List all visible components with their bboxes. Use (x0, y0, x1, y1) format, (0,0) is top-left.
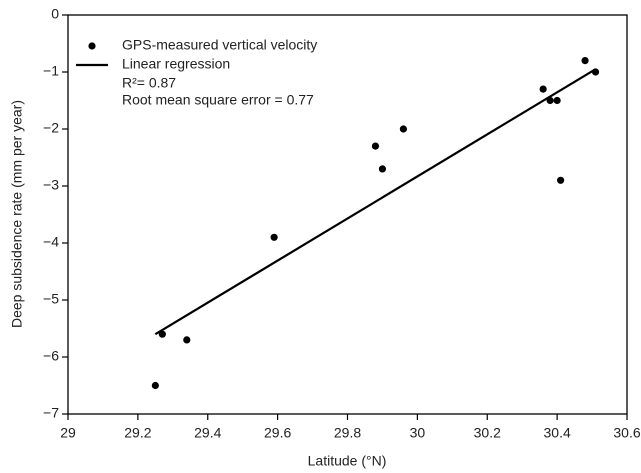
annotation: Root mean square error = 0.77 (122, 92, 314, 108)
y-tick-label: −7 (43, 405, 59, 421)
y-tick-label: −6 (43, 348, 59, 364)
data-point (158, 330, 166, 338)
y-tick-label: −3 (43, 177, 59, 193)
x-tick-label: 30 (410, 425, 426, 441)
y-tick-label: 0 (51, 6, 59, 22)
legend-label: Linear regression (122, 56, 230, 72)
data-point (399, 125, 407, 133)
data-point (581, 57, 589, 65)
y-tick-label: −5 (43, 291, 59, 307)
x-tick-label: 29.8 (334, 425, 361, 441)
data-point (378, 165, 387, 173)
y-axis-label: Deep subsidence rate (mm per year) (9, 100, 25, 328)
x-axis-label: Latitude (°N) (308, 453, 387, 469)
y-tick-label: −4 (43, 234, 59, 250)
x-tick-label: 29.4 (194, 425, 221, 441)
data-point (151, 381, 159, 390)
x-tick-label: 29.2 (124, 425, 151, 441)
data-point (183, 336, 191, 344)
data-point (553, 96, 561, 105)
x-tick-label: 30.4 (544, 425, 571, 441)
x-tick-label: 30.2 (474, 425, 501, 441)
x-tick-label: 30.6 (613, 425, 640, 441)
data-point (557, 176, 565, 184)
y-tick-label: −2 (43, 120, 59, 136)
legend-label: GPS-measured vertical velocity (122, 37, 317, 53)
legend-marker (88, 42, 96, 50)
annotation: R²= 0.87 (122, 75, 176, 91)
data-point (371, 142, 380, 150)
data-point (270, 233, 278, 241)
y-tick-label: −1 (43, 63, 59, 79)
regression-line (154, 68, 597, 336)
x-tick-label: 29.6 (264, 425, 291, 441)
x-tick-label: 29 (60, 425, 76, 441)
data-point (539, 85, 547, 93)
